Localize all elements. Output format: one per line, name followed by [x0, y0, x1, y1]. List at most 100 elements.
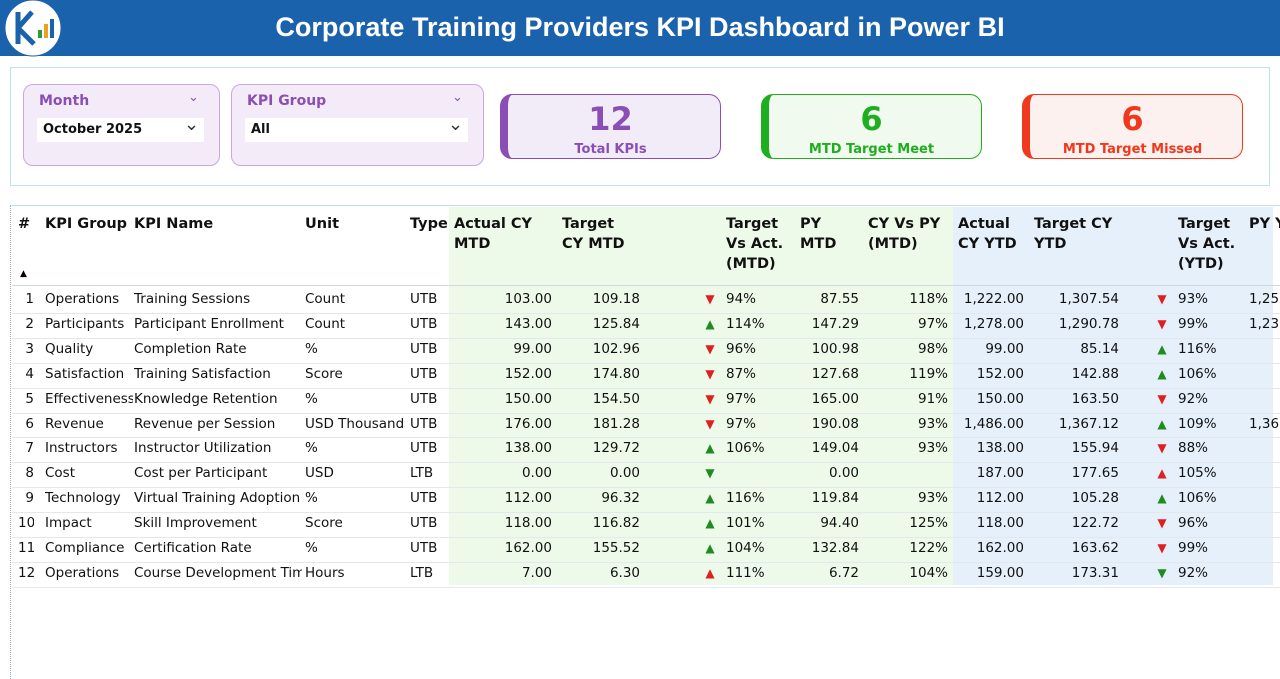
table-cell: 99.00: [985, 340, 1024, 357]
row-rule: [12, 487, 1280, 489]
table-cell: 155.94: [1071, 440, 1119, 457]
table-cell: 154.50: [592, 390, 640, 407]
table-cell: 7.00: [521, 564, 552, 581]
table-cell: 162.00: [504, 540, 552, 556]
row-rule: [12, 537, 1280, 538]
table-cell: Technology: [45, 490, 121, 507]
table-cell: UTB: [410, 291, 438, 307]
table-cell: Score: [305, 515, 343, 532]
table-cell: 6: [25, 415, 34, 432]
row-rule: [12, 462, 1280, 464]
chevron: ⌄: [188, 90, 199, 105]
table-cell: 1,23: [1249, 315, 1280, 332]
status-arrow: ▼: [1157, 565, 1167, 580]
row-rule: [12, 512, 1280, 514]
column-header: Actual CY YTD: [958, 216, 1017, 252]
status-arrow: ▼: [1157, 441, 1167, 456]
status-arrow: ▲: [1157, 366, 1167, 381]
table-cell: 87%: [726, 365, 757, 382]
table-cell: Virtual Training Adoption: [134, 490, 301, 507]
table-cell: Operations: [45, 291, 120, 307]
dropdown-arrow: ⌄: [448, 114, 464, 135]
table-cell: 155.52: [592, 540, 640, 556]
row-rule: [12, 437, 1280, 439]
table-cell: 176.00: [504, 415, 552, 432]
table-cell: 152.00: [504, 365, 552, 382]
table-cell: USD Thousands: [305, 415, 405, 432]
table-cell: Knowledge Retention: [134, 390, 278, 407]
dropdown[interactable]: All: [245, 118, 468, 142]
status-arrow: ▼: [705, 416, 715, 431]
table-cell: 118%: [909, 291, 948, 307]
table-cell: 119.84: [811, 490, 859, 507]
status-arrow: ▼: [705, 391, 715, 406]
status-arrow: ▲: [705, 316, 715, 331]
table-cell: 11: [18, 540, 34, 556]
table-cell: UTB: [410, 415, 438, 432]
table-cell: 118.00: [976, 515, 1024, 532]
row-rule: [12, 387, 1280, 389]
table-cell: 88%: [1178, 440, 1209, 457]
table-cell: 96%: [726, 340, 757, 357]
table-cell: 149.04: [811, 440, 859, 457]
table-cell: 9: [25, 490, 34, 507]
row-rule: [12, 586, 1280, 588]
table-cell: UTB: [410, 390, 438, 407]
status-arrow: ▲: [705, 516, 715, 531]
table-cell: 93%: [1178, 291, 1209, 307]
row-rule: [12, 561, 1280, 563]
status-arrow: ▲: [705, 491, 715, 506]
table-cell: 104%: [909, 564, 948, 581]
table-cell: 174.80: [592, 365, 640, 382]
table-cell: 12: [18, 564, 34, 581]
table-cell: 104%: [726, 540, 765, 556]
table-cell: 0.00: [609, 465, 640, 482]
table-cell: 106%: [1178, 365, 1217, 382]
table-cell: 152.00: [976, 365, 1024, 382]
table-cell: 138.00: [504, 440, 552, 457]
table-cell: Satisfaction: [45, 365, 125, 382]
status-arrow: ▲: [1157, 341, 1167, 356]
table-cell: 118.00: [504, 515, 552, 532]
column-header: PY Y: [1249, 216, 1280, 232]
kpi-card: [1022, 94, 1243, 159]
status-arrow: ▼: [1157, 316, 1167, 331]
table-cell: 1,367.12: [1058, 415, 1119, 432]
table-cell: 1,25: [1249, 291, 1280, 307]
table-cell: 7: [25, 440, 34, 457]
table-cell: 87.55: [820, 291, 859, 307]
table-cell: Effectiveness: [45, 390, 133, 407]
table-cell: Cost per Participant: [134, 465, 268, 482]
table-cell: Participants: [45, 315, 125, 332]
status-arrow: ▼: [705, 366, 715, 381]
sort-indicator: ▲: [20, 269, 27, 279]
table-cell: Hours: [305, 564, 345, 581]
table-cell: 5: [25, 390, 34, 407]
title-bar: [0, 0, 1280, 56]
kpi-card: [761, 94, 982, 159]
table-cell: Certification Rate: [134, 540, 252, 556]
column-header: Target CY MTD: [562, 216, 625, 252]
header-rule: [12, 285, 1280, 286]
table-cell: 100.98: [811, 340, 859, 357]
status-arrow: ▲: [1157, 466, 1167, 481]
filter-label: KPI Group: [247, 93, 327, 109]
dropdown[interactable]: October 2025: [37, 118, 204, 142]
table-cell: Instructors: [45, 440, 118, 457]
table-cell: Impact: [45, 515, 92, 532]
table-cell: 8: [25, 465, 34, 482]
table-cell: Cost: [45, 465, 76, 482]
status-arrow: ▼: [1157, 292, 1167, 306]
table-cell: Skill Improvement: [134, 515, 257, 532]
table-cell: 91%: [917, 390, 948, 407]
status-arrow: ▼: [705, 466, 715, 481]
table-cell: 177.65: [1071, 465, 1119, 482]
table-cell: 173.31: [1071, 564, 1119, 581]
table-cell: 99%: [1178, 540, 1209, 556]
table-cell: 127.68: [811, 365, 859, 382]
table-cell: 165.00: [811, 390, 859, 407]
status-arrow: ▼: [705, 341, 715, 356]
status-arrow: ▲: [1157, 491, 1167, 506]
column-header: Target CY YTD: [1034, 216, 1113, 252]
table-cell: %: [305, 440, 318, 457]
